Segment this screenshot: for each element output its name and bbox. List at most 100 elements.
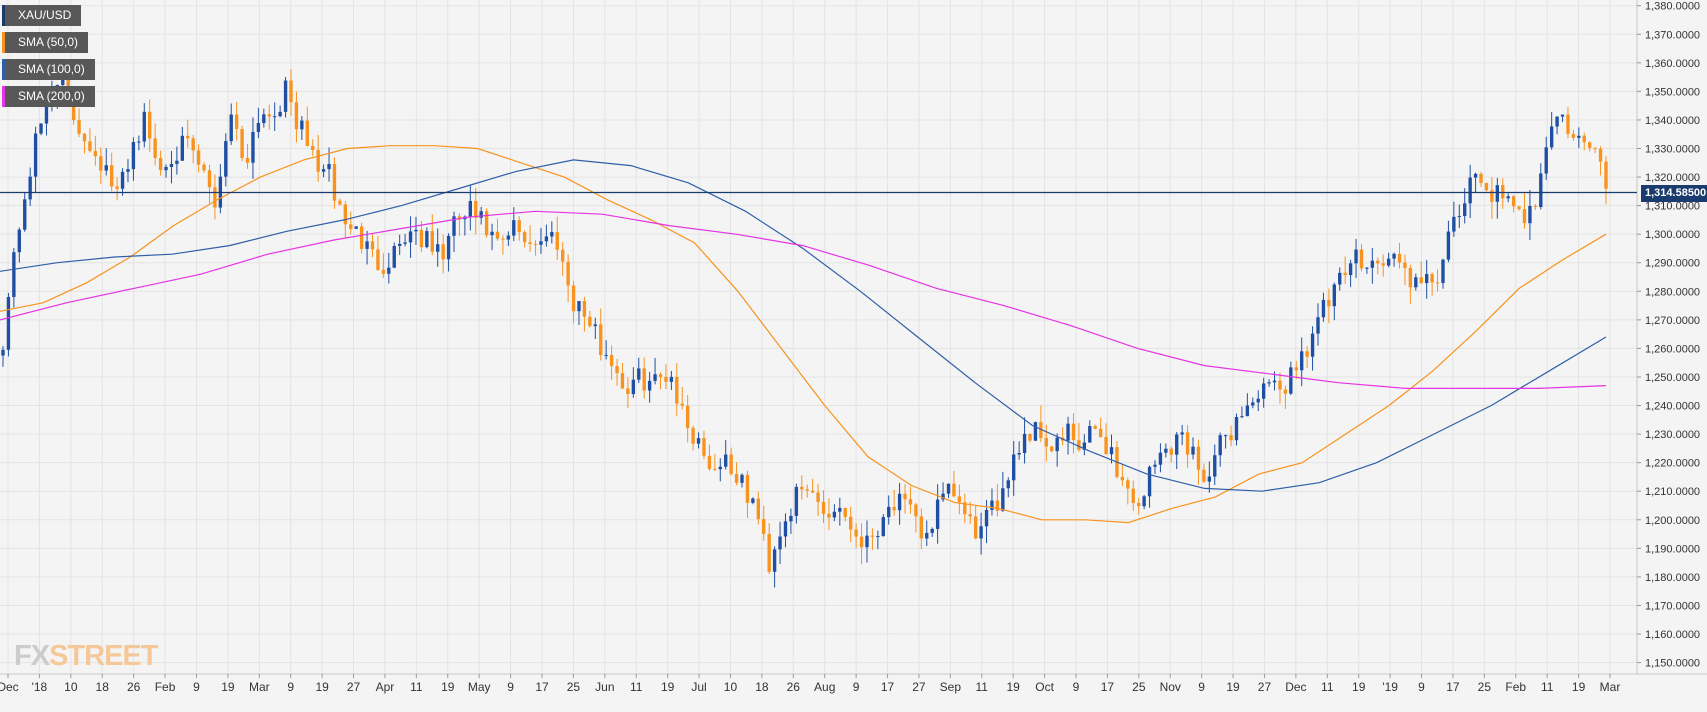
candle-body: [680, 403, 684, 406]
x-tick-label: 9: [193, 680, 200, 694]
x-tick-label: 26: [127, 680, 141, 694]
candle-body: [1213, 455, 1217, 477]
current-price-label: 1,314.58500: [1641, 184, 1707, 202]
candle-body: [675, 376, 679, 404]
candle-body: [408, 231, 413, 243]
candle-body: [555, 232, 559, 250]
x-tick-label: 26: [787, 680, 801, 694]
candle-body: [224, 141, 228, 177]
legend-item-sma100[interactable]: SMA (100,0): [2, 59, 95, 80]
candle-body: [593, 324, 597, 327]
legend-item-xauusd[interactable]: XAU/USD: [2, 5, 82, 26]
candle-body: [1153, 464, 1157, 467]
candle-body: [1539, 173, 1543, 208]
x-tick-label: 9: [287, 680, 294, 694]
candle-body: [490, 231, 494, 236]
candle-body: [381, 269, 386, 274]
candle-body: [1142, 496, 1146, 507]
candle-body: [935, 499, 940, 529]
y-tick-label: 1,270.0000: [1645, 315, 1700, 327]
candle-body: [789, 515, 793, 522]
candle-body: [229, 114, 233, 142]
candle-body: [338, 200, 342, 205]
candle-body: [1022, 433, 1027, 454]
candle-body: [1207, 476, 1212, 482]
candle-body: [278, 111, 282, 117]
candle-body: [571, 285, 576, 312]
x-tick-label: 9: [1198, 680, 1205, 694]
candle-body: [854, 529, 858, 537]
candle-body: [1501, 185, 1505, 199]
candle-body: [1517, 206, 1521, 210]
candle-body: [810, 490, 815, 493]
candle-body: [93, 150, 98, 157]
candle-body: [1343, 272, 1347, 276]
candle-body: [1327, 299, 1331, 307]
x-tick-label: 25: [1132, 680, 1146, 694]
logo-prefix: FX: [14, 640, 50, 672]
candle-body: [1582, 135, 1586, 143]
candle-body: [995, 500, 1000, 511]
candle-body: [637, 368, 641, 380]
x-tick-label: 19: [661, 680, 675, 694]
x-tick-label: Jul: [691, 680, 706, 694]
candle-body: [1321, 299, 1326, 318]
candle-body: [142, 111, 146, 142]
candle-body: [387, 267, 391, 274]
candle-body: [82, 133, 87, 142]
x-tick-label: 18: [96, 680, 110, 694]
candle-body: [305, 120, 309, 146]
gridlines: [0, 0, 1637, 674]
candle-body: [1441, 259, 1445, 283]
candle-body: [1229, 435, 1233, 441]
x-tick-label: Feb: [155, 680, 176, 694]
candle-body: [1251, 402, 1255, 406]
x-tick-label: 17: [881, 680, 895, 694]
candle-body: [892, 506, 896, 511]
candle-body: [1126, 480, 1130, 489]
candle-body: [262, 114, 266, 124]
candle-body: [783, 521, 788, 537]
candle-body: [1240, 416, 1244, 418]
candle-body: [392, 245, 396, 268]
candle-body: [1169, 448, 1173, 455]
candle-body: [561, 249, 565, 262]
x-tick-label: '18: [32, 680, 48, 694]
y-tick-label: 1,260.0000: [1645, 343, 1700, 355]
candle-body: [550, 232, 554, 237]
candle-body: [805, 489, 809, 491]
candle-body: [582, 301, 587, 317]
legend-item-sma50[interactable]: SMA (50,0): [2, 32, 89, 53]
y-tick-label: 1,200.0000: [1645, 515, 1700, 527]
candle-body: [468, 201, 472, 217]
candle-body: [718, 466, 722, 470]
x-tick-label: 9: [1073, 680, 1080, 694]
candle-body: [838, 507, 842, 512]
candle-body: [1463, 203, 1467, 217]
y-axis-labels: 1,150.0000 1,160.0000 1,170.0000 1,180.0000…: [1637, 1, 1700, 670]
y-tick-label: 1,340.0000: [1645, 115, 1700, 127]
candle-body: [724, 454, 728, 467]
candle-body: [1332, 284, 1336, 307]
candle-body: [1511, 196, 1516, 207]
x-tick-label: Mar: [249, 680, 270, 694]
candle-body: [1365, 267, 1369, 269]
x-tick-label: 11: [410, 680, 423, 694]
candle-body: [653, 374, 657, 381]
candle-body: [23, 199, 27, 230]
y-tick-label: 1,250.0000: [1645, 372, 1700, 384]
candle-body: [620, 373, 625, 389]
candle-body: [234, 114, 239, 129]
legend-item-sma200[interactable]: SMA (200,0): [2, 86, 95, 107]
candle-body: [256, 123, 261, 132]
candle-body: [327, 164, 331, 170]
candle-body: [33, 133, 38, 177]
chart-legend: XAU/USD SMA (50,0) SMA (100,0) SMA (200,…: [2, 5, 95, 113]
candle-body: [1310, 333, 1315, 357]
candle-body: [903, 493, 907, 500]
candle-body: [370, 241, 375, 250]
candle-body: [289, 80, 293, 103]
candle-body: [12, 252, 16, 297]
